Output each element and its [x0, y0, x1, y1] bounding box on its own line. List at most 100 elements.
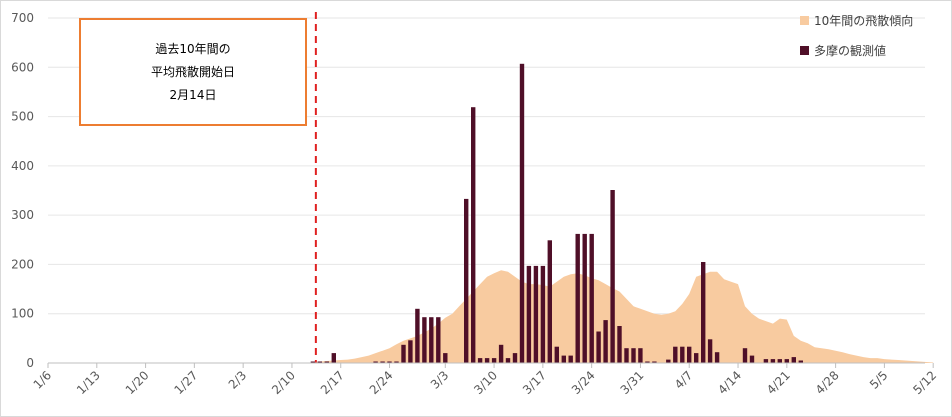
y-tick-label: 200	[11, 257, 34, 271]
bar-2/26	[401, 344, 406, 363]
bar-4/10	[707, 339, 713, 363]
bar-3/6	[464, 198, 469, 363]
bar-2/23	[380, 361, 385, 363]
annotation-line-3: 2月14日	[169, 87, 217, 102]
legend-label-trend: 10年間の飛散傾向	[814, 13, 913, 28]
bar-3/10	[491, 358, 497, 363]
legend-swatch-observed	[800, 46, 809, 55]
legend-swatch-trend	[800, 16, 809, 25]
legend: 10年間の飛散傾向 多摩の観測値	[800, 13, 913, 58]
legend-label-observed: 多摩の観測値	[814, 43, 886, 58]
y-tick-label: 300	[11, 208, 34, 222]
bar-2/24	[387, 361, 392, 363]
x-tick-label: 1/13	[74, 368, 103, 397]
bar-3/20	[561, 355, 566, 363]
bar-4/22	[791, 357, 796, 363]
bar-3/13	[512, 353, 518, 363]
bar-2/28	[415, 308, 420, 363]
bar-3/31	[638, 348, 643, 363]
bar-3/23	[582, 233, 587, 363]
bar-3/27	[610, 190, 615, 363]
bar-3/14	[519, 63, 525, 364]
x-tick-label: 4/21	[764, 368, 793, 397]
bar-4/21	[784, 359, 789, 363]
x-tick-label: 2/10	[269, 368, 298, 397]
x-tick-labels: 1/6 1/13 1/20 1/27 2/3 2/10 2/17 2/24 3/3 3/10 3/1…	[31, 363, 939, 397]
bar-2/22	[373, 361, 378, 363]
trend-area	[312, 270, 934, 363]
x-tick-label: 5/5	[867, 368, 891, 392]
bar-3/3	[443, 353, 448, 363]
bar-2/15	[324, 361, 329, 363]
y-tick-label: 400	[11, 159, 34, 173]
bar-3/28	[617, 326, 622, 363]
bar-4/11	[714, 352, 720, 363]
bar-2/16	[331, 353, 336, 363]
bar-4/7	[687, 346, 692, 363]
bar-2/29	[422, 317, 427, 363]
bar-3/16	[533, 265, 539, 363]
bar-3/1	[429, 317, 434, 363]
observed-bars	[310, 63, 803, 364]
x-tick-label: 2/3	[226, 368, 250, 392]
x-tick-label: 3/17	[520, 368, 549, 397]
x-tick-label: 3/24	[569, 368, 598, 397]
x-tick-label: 3/3	[428, 368, 452, 392]
bar-3/26	[603, 320, 608, 363]
bar-3/24	[589, 233, 594, 363]
x-tick-label: 3/31	[618, 368, 647, 397]
x-tick-label: 4/14	[715, 368, 744, 397]
y-tick-label: 700	[11, 11, 34, 25]
x-tick-label: 5/12	[910, 368, 939, 397]
y-tick-labels: 0 100 200 300 400 500 600 700	[11, 11, 34, 370]
x-tick-label: 3/10	[471, 368, 500, 397]
x-tick-label: 1/20	[123, 368, 152, 397]
bar-3/25	[596, 331, 601, 363]
bar-3/21	[568, 355, 573, 363]
bar-4/15	[742, 348, 748, 363]
bar-3/30	[631, 348, 636, 363]
y-tick-label: 100	[11, 307, 34, 321]
x-tick-label: 2/24	[367, 368, 396, 397]
bar-4/19	[770, 359, 776, 363]
bar-2/13	[310, 361, 316, 363]
bar-4/1	[645, 361, 650, 363]
annotation-line-2: 平均飛散開始日	[150, 64, 235, 79]
bar-4/18	[763, 359, 769, 363]
x-tick-label: 4/7	[672, 368, 696, 392]
bar-3/18	[547, 240, 552, 363]
bar-2/27	[408, 340, 413, 363]
bar-4/23	[798, 360, 803, 363]
bar-4/6	[680, 346, 685, 363]
x-tick-label: 4/28	[813, 368, 842, 397]
bar-3/19	[554, 346, 559, 363]
y-tick-label: 500	[11, 110, 34, 124]
bar-3/9	[484, 358, 490, 363]
bar-3/15	[526, 265, 532, 363]
bar-4/9	[701, 262, 706, 363]
bar-3/17	[540, 265, 546, 363]
bar-2/14	[317, 361, 322, 363]
bar-4/8	[694, 353, 699, 363]
bar-3/8	[477, 358, 483, 363]
bar-4/5	[673, 346, 678, 363]
annotation-line-1: 過去10年間の	[155, 41, 231, 56]
x-tick-label: 1/6	[31, 368, 55, 392]
bar-4/20	[777, 359, 782, 363]
x-tick-label: 1/27	[172, 368, 201, 397]
bar-3/2	[436, 317, 441, 363]
bar-4/2	[652, 361, 657, 363]
y-tick-label: 600	[11, 60, 34, 74]
bar-4/16	[749, 355, 755, 363]
bar-3/11	[498, 344, 504, 363]
bar-2/25	[394, 361, 399, 363]
bar-3/12	[505, 358, 511, 363]
average-start-annotation: 過去10年間の 平均飛散開始日 2月14日	[79, 18, 307, 126]
bar-4/4	[666, 359, 671, 363]
bar-3/29	[624, 348, 629, 363]
x-tick-label: 2/17	[318, 368, 347, 397]
y-tick-label: 0	[26, 356, 34, 370]
bar-3/7	[471, 107, 476, 363]
bar-3/22	[575, 233, 580, 363]
